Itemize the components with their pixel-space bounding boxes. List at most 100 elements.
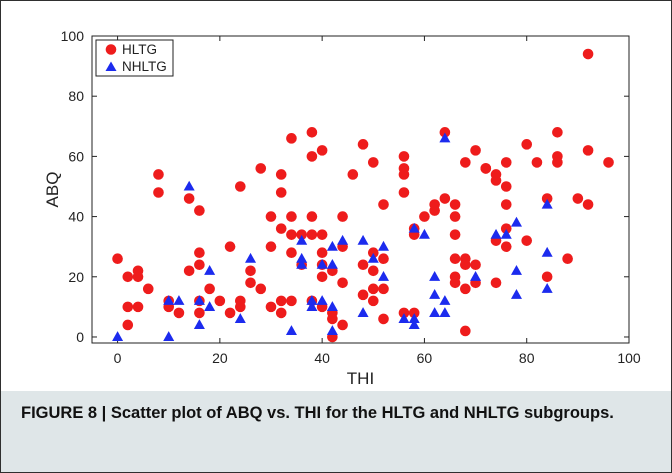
point-hltg [122, 301, 134, 313]
point-nhltg [541, 198, 553, 209]
legend-marker-hltg [105, 44, 117, 55]
point-hltg [449, 277, 461, 289]
point-hltg [132, 301, 144, 313]
point-hltg [337, 277, 348, 289]
point-hltg [541, 271, 553, 283]
point-hltg [306, 151, 318, 162]
point-nhltg [418, 228, 430, 239]
point-nhltg [500, 228, 512, 239]
point-hltg [357, 139, 369, 150]
point-hltg [132, 265, 144, 277]
x-axis-title: THI [347, 369, 374, 388]
point-hltg [449, 229, 461, 240]
point-hltg [449, 199, 461, 210]
point-nhltg [357, 234, 369, 245]
point-hltg [316, 229, 328, 240]
point-hltg [265, 211, 277, 222]
figure-caption: FIGURE 8 | Scatter plot of ABQ vs. THI f… [21, 404, 614, 422]
point-hltg [286, 211, 297, 222]
point-hltg [582, 199, 594, 210]
point-hltg [500, 223, 512, 234]
point-hltg [490, 277, 502, 289]
point-nhltg [541, 246, 553, 257]
point-nhltg [398, 313, 410, 323]
point-hltg [500, 199, 512, 210]
y-tick-label: 60 [68, 148, 84, 164]
point-hltg [552, 157, 563, 168]
point-hltg [367, 157, 379, 168]
point-hltg [235, 301, 246, 313]
point-hltg [275, 187, 287, 198]
point-hltg [306, 229, 318, 240]
point-nhltg [245, 252, 257, 263]
point-hltg [521, 235, 533, 246]
point-nhltg [541, 283, 553, 293]
point-hltg [204, 283, 215, 295]
x-tick-label: 40 [314, 350, 330, 366]
point-hltg [531, 157, 543, 168]
point-hltg [582, 48, 594, 60]
point-nhltg [193, 319, 205, 330]
point-hltg [224, 307, 236, 319]
legend-label-hltg: HLTG [122, 42, 157, 57]
point-hltg [367, 265, 379, 277]
point-hltg [521, 139, 533, 150]
point-hltg [194, 259, 205, 271]
point-hltg [490, 175, 502, 186]
point-hltg [214, 295, 226, 307]
point-hltg [378, 283, 389, 295]
legend-label-nhltg: NHLTG [122, 59, 167, 74]
x-tick-label: 0 [114, 350, 122, 366]
y-tick-label: 0 [76, 329, 84, 345]
point-hltg [562, 253, 573, 265]
point-nhltg [357, 307, 369, 317]
point-hltg [429, 199, 440, 210]
point-hltg [347, 169, 359, 180]
plot-panel: 0 20 40 60 80 100 0 20 40 60 80 100 THI ABQ HLTG NH… [1, 1, 671, 389]
point-nhltg [378, 240, 390, 251]
point-nhltg [296, 258, 308, 269]
point-hltg [460, 259, 471, 271]
point-nhltg [378, 270, 390, 281]
point-nhltg [439, 295, 451, 305]
point-hltg [194, 205, 205, 216]
point-hltg [265, 301, 277, 313]
point-nhltg [510, 264, 522, 275]
point-nhltg [296, 252, 308, 263]
point-nhltg [193, 295, 205, 305]
point-hltg [572, 193, 584, 204]
point-nhltg [429, 270, 441, 281]
point-nhltg [296, 234, 308, 245]
plot-area [91, 35, 630, 344]
point-hltg [122, 319, 134, 331]
point-hltg [275, 307, 287, 319]
point-hltg [470, 259, 481, 271]
point-nhltg [510, 289, 522, 299]
point-nhltg [163, 295, 175, 305]
point-nhltg [490, 228, 502, 239]
point-hltg [378, 253, 389, 265]
point-nhltg [337, 234, 349, 245]
point-hltg [316, 247, 328, 259]
scatter-chart: 0 20 40 60 80 100 0 20 40 60 80 100 THI ABQ HLTG NH… [43, 28, 641, 388]
point-nhltg [306, 295, 318, 305]
point-hltg [357, 259, 369, 271]
point-hltg [439, 193, 451, 204]
point-hltg [378, 313, 389, 325]
point-hltg [153, 187, 164, 198]
point-hltg [552, 127, 563, 138]
point-hltg [224, 241, 236, 252]
point-hltg [275, 169, 287, 180]
point-hltg [398, 187, 410, 198]
point-nhltg [326, 258, 338, 269]
point-hltg [398, 151, 410, 162]
point-hltg [398, 169, 410, 180]
point-hltg [470, 145, 481, 156]
point-hltg [337, 319, 348, 331]
point-hltg [541, 193, 553, 204]
point-hltg [112, 253, 123, 265]
point-hltg [194, 247, 205, 259]
point-nhltg [408, 319, 420, 330]
point-hltg [183, 265, 195, 277]
